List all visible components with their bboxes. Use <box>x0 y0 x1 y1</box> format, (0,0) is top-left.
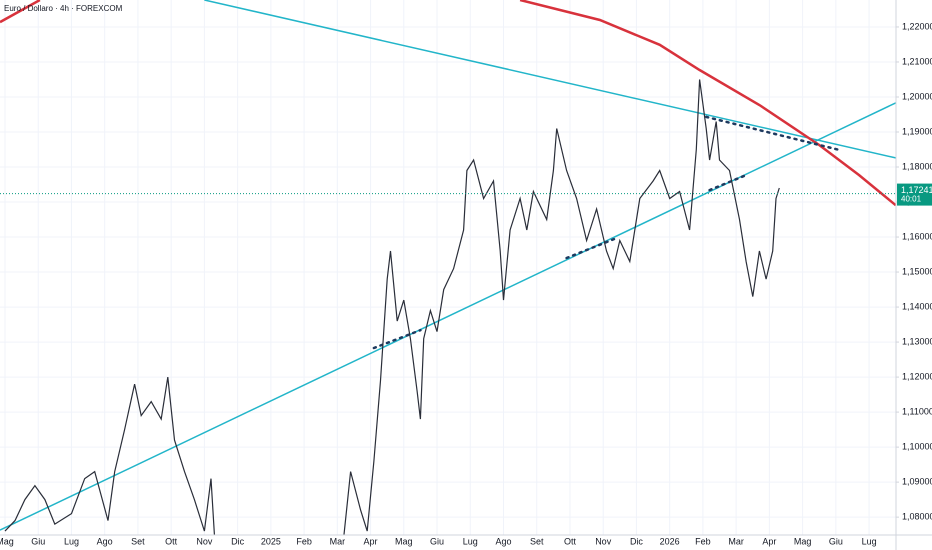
x-tick-label: Ott <box>564 536 577 546</box>
x-tick-label: Giu <box>829 536 843 546</box>
countdown-label: 40:01 <box>901 195 922 204</box>
x-tick-label: Apr <box>364 536 378 546</box>
x-tick-label: Dic <box>231 536 244 546</box>
x-tick-label: Set <box>530 536 544 546</box>
x-tick-label: 2025 <box>261 536 281 546</box>
x-tick-label: Ago <box>97 536 113 546</box>
x-tick-label: Mag <box>0 536 14 546</box>
axes: 1,08000 1,09000 1,10000 1,11000 1,12000 1,130… <box>0 21 932 546</box>
x-tick-label: Nov <box>196 536 213 546</box>
plot-area <box>0 0 896 535</box>
x-tick-label: Nov <box>595 536 612 546</box>
x-tick-label: Lug <box>463 536 478 546</box>
grid <box>0 0 896 535</box>
y-tick-label: 1,16000 <box>902 231 932 241</box>
y-tick-label: 1,14000 <box>902 301 932 311</box>
x-tick-label: Mag <box>794 536 812 546</box>
price-line <box>4 79 780 535</box>
x-tick-label: Apr <box>762 536 776 546</box>
x-tick-label: Dic <box>630 536 643 546</box>
x-tick-label: Mag <box>395 536 413 546</box>
y-tick-label: 1,09000 <box>902 477 932 487</box>
y-tick-label: 1,10000 <box>902 441 932 451</box>
x-tick-label: Giu <box>430 536 444 546</box>
x-tick-label: Ago <box>495 536 511 546</box>
chart-title: Euro / Dollaro · 4h · FOREXCOM <box>4 4 123 13</box>
last-price-box <box>897 183 932 206</box>
y-tick-label: 1,20000 <box>902 91 932 101</box>
y-tick-label: 1,12000 <box>902 371 932 381</box>
y-tick-label: 1,11000 <box>902 406 932 416</box>
y-tick-label: 1,22000 <box>902 21 932 31</box>
x-tick-label: Set <box>131 536 145 546</box>
last-price-label: 1,17241 <box>901 185 932 195</box>
x-tick-label: Lug <box>64 536 79 546</box>
x-tick-label: 2026 <box>660 536 680 546</box>
x-tick-label: Mar <box>728 536 744 546</box>
x-tick-label: Lug <box>862 536 877 546</box>
y-tick-label: 1,13000 <box>902 336 932 346</box>
y-tick-label: 1,19000 <box>902 126 932 136</box>
dotted-drawing <box>565 236 618 260</box>
x-tick-label: Feb <box>695 536 711 546</box>
y-tick-label: 1,15000 <box>902 266 932 276</box>
x-tick-label: Giu <box>31 536 45 546</box>
dotted-drawing <box>704 115 841 152</box>
x-tick-label: Feb <box>296 536 312 546</box>
y-tick-label: 1,21000 <box>902 56 932 66</box>
trend-drawing <box>0 102 896 531</box>
y-tick-label: 1,08000 <box>902 512 932 522</box>
y-tick-label: 1,18000 <box>902 161 932 171</box>
x-tick-label: Ott <box>165 536 178 546</box>
dotted-drawing <box>708 173 748 192</box>
trend-drawing <box>204 0 896 159</box>
dotted-drawing <box>372 328 422 350</box>
trend-drawing <box>0 0 896 207</box>
x-tick-label: Mar <box>330 536 346 546</box>
